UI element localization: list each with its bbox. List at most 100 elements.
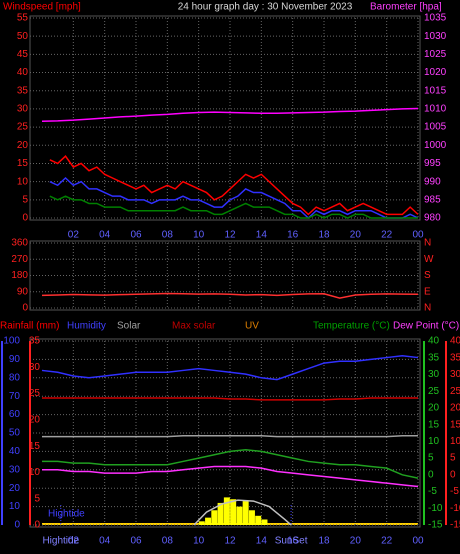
y-tick-label: 270 bbox=[11, 254, 28, 265]
x-tick-label: 22 bbox=[381, 230, 393, 241]
legend-entry: Solar bbox=[117, 321, 141, 332]
y-tick-label: 0 bbox=[450, 469, 456, 480]
y-tick-label: 35 bbox=[450, 352, 460, 363]
x-tick-label: 00 bbox=[412, 230, 424, 241]
y-tick-label: 35 bbox=[29, 336, 41, 347]
x-tick-label: 22 bbox=[381, 536, 393, 547]
y-tick-label: 30 bbox=[17, 104, 29, 115]
x-tick-label: 12 bbox=[224, 230, 236, 241]
y-tick-label: 180 bbox=[11, 270, 28, 281]
y-tick-label: 990 bbox=[424, 176, 441, 187]
x-tick-label: 16 bbox=[287, 230, 299, 241]
y-tick-label: 25 bbox=[17, 122, 29, 133]
y-tick-label: 10 bbox=[428, 436, 440, 447]
y-tick-label: N bbox=[424, 238, 431, 249]
solar-bar bbox=[217, 502, 224, 525]
legend-entry: Humidity bbox=[67, 321, 106, 332]
y-tick-label: -15 bbox=[450, 520, 460, 531]
x-tick-label: 14 bbox=[256, 536, 268, 547]
x-tick-label: 18 bbox=[318, 536, 330, 547]
y-tick-label: 995 bbox=[424, 158, 441, 169]
y-tick-label: 25 bbox=[29, 388, 41, 399]
x-tick-label: 10 bbox=[193, 230, 205, 241]
solar-bar bbox=[223, 497, 230, 525]
y-tick-label: E bbox=[424, 286, 431, 297]
y-tick-label: -5 bbox=[450, 486, 459, 497]
y-tick-label: 985 bbox=[424, 194, 441, 205]
note: Hightide bbox=[48, 509, 85, 520]
y-tick-label: 25 bbox=[428, 386, 440, 397]
x-tick-label: 08 bbox=[162, 230, 174, 241]
y-tick-label: 15 bbox=[428, 419, 440, 430]
y-tick-label: 1025 bbox=[424, 49, 447, 60]
solar-bar bbox=[236, 506, 243, 525]
y-tick-label: 40 bbox=[450, 336, 460, 347]
y-tick-label: 10 bbox=[29, 467, 41, 478]
x-tick-label: 14 bbox=[256, 230, 268, 241]
y-tick-label: 55 bbox=[17, 13, 29, 24]
y-tick-label: 30 bbox=[9, 464, 21, 475]
x-tick-label: 20 bbox=[350, 536, 362, 547]
legend-entry: UV bbox=[245, 321, 259, 332]
x-tick-label: 16 bbox=[287, 536, 299, 547]
y-axis-title: Windspeed [mph] bbox=[3, 2, 81, 13]
y-tick-label: 30 bbox=[428, 369, 440, 380]
x-tick-label: 18 bbox=[318, 230, 330, 241]
y-tick-label: S bbox=[424, 270, 431, 281]
y-tick-label: -10 bbox=[428, 503, 443, 514]
y-tick-label: 0 bbox=[22, 303, 28, 314]
y-tick-label: 10 bbox=[450, 436, 460, 447]
y-tick-label: 5 bbox=[34, 493, 40, 504]
solar-bar bbox=[198, 521, 205, 525]
series-line bbox=[193, 499, 292, 526]
x-tick-label: 06 bbox=[130, 230, 142, 241]
y-tick-label: 15 bbox=[17, 158, 29, 169]
x-tick-label: 02 bbox=[68, 536, 80, 547]
y-tick-label: 15 bbox=[29, 441, 41, 452]
y-tick-label: 20 bbox=[29, 414, 41, 425]
y-tick-label: 1015 bbox=[424, 85, 447, 96]
chart-title: 24 hour graph day : 30 November 2023 bbox=[178, 2, 353, 13]
solar-bar bbox=[230, 499, 237, 525]
event-label: Hightide bbox=[42, 536, 79, 547]
y-tick-label: 15 bbox=[450, 419, 460, 430]
y-tick-label: 25 bbox=[450, 386, 460, 397]
series-line bbox=[49, 155, 419, 216]
solar-bar bbox=[242, 501, 249, 525]
y-tick-label: 5 bbox=[22, 194, 28, 205]
y-tick-label: 1000 bbox=[424, 140, 447, 151]
y-tick-label: 40 bbox=[9, 446, 21, 457]
series-line bbox=[42, 397, 418, 401]
series-line bbox=[49, 195, 418, 219]
y-tick-label: 5 bbox=[428, 453, 434, 464]
y-tick-label: 980 bbox=[424, 213, 441, 224]
legend-entry: Dew Point (°C) bbox=[393, 321, 459, 332]
y-tick-label: 10 bbox=[17, 176, 29, 187]
y-tick-label: 0 bbox=[22, 213, 28, 224]
series-line bbox=[41, 292, 419, 299]
x-tick-label: 02 bbox=[68, 230, 80, 241]
x-tick-label: 12 bbox=[224, 536, 236, 547]
legend-entry: Rainfall (mm) bbox=[0, 321, 59, 332]
y-tick-label: 360 bbox=[11, 238, 28, 249]
y-tick-label: 0 bbox=[34, 520, 40, 531]
y-tick-label: 1010 bbox=[424, 104, 447, 115]
y-tick-label: 35 bbox=[428, 352, 440, 363]
solar-bar bbox=[205, 517, 212, 525]
x-tick-label: 08 bbox=[162, 536, 174, 547]
solar-bar bbox=[211, 510, 218, 525]
y-tick-label: 80 bbox=[9, 372, 21, 383]
y-tick-label: -15 bbox=[428, 520, 443, 531]
y-tick-label: 40 bbox=[428, 336, 440, 347]
y-tick-label: 50 bbox=[9, 428, 21, 439]
x-tick-label: 04 bbox=[99, 230, 111, 241]
x-tick-label: 00 bbox=[412, 536, 424, 547]
series-line bbox=[42, 465, 419, 488]
series-line bbox=[42, 448, 419, 479]
legend-entry: Max solar bbox=[172, 321, 216, 332]
y-tick-label: N bbox=[424, 303, 431, 314]
x-tick-label: 06 bbox=[130, 536, 142, 547]
y-tick-label: W bbox=[424, 254, 434, 265]
y-tick-label: -10 bbox=[450, 503, 460, 514]
